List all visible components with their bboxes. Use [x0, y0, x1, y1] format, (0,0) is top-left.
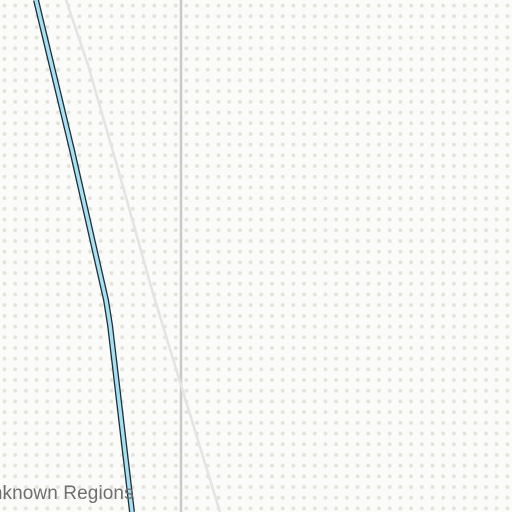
river	[34, 0, 134, 512]
region-label: Unknown Regions	[0, 483, 134, 504]
road-line	[64, 0, 222, 512]
